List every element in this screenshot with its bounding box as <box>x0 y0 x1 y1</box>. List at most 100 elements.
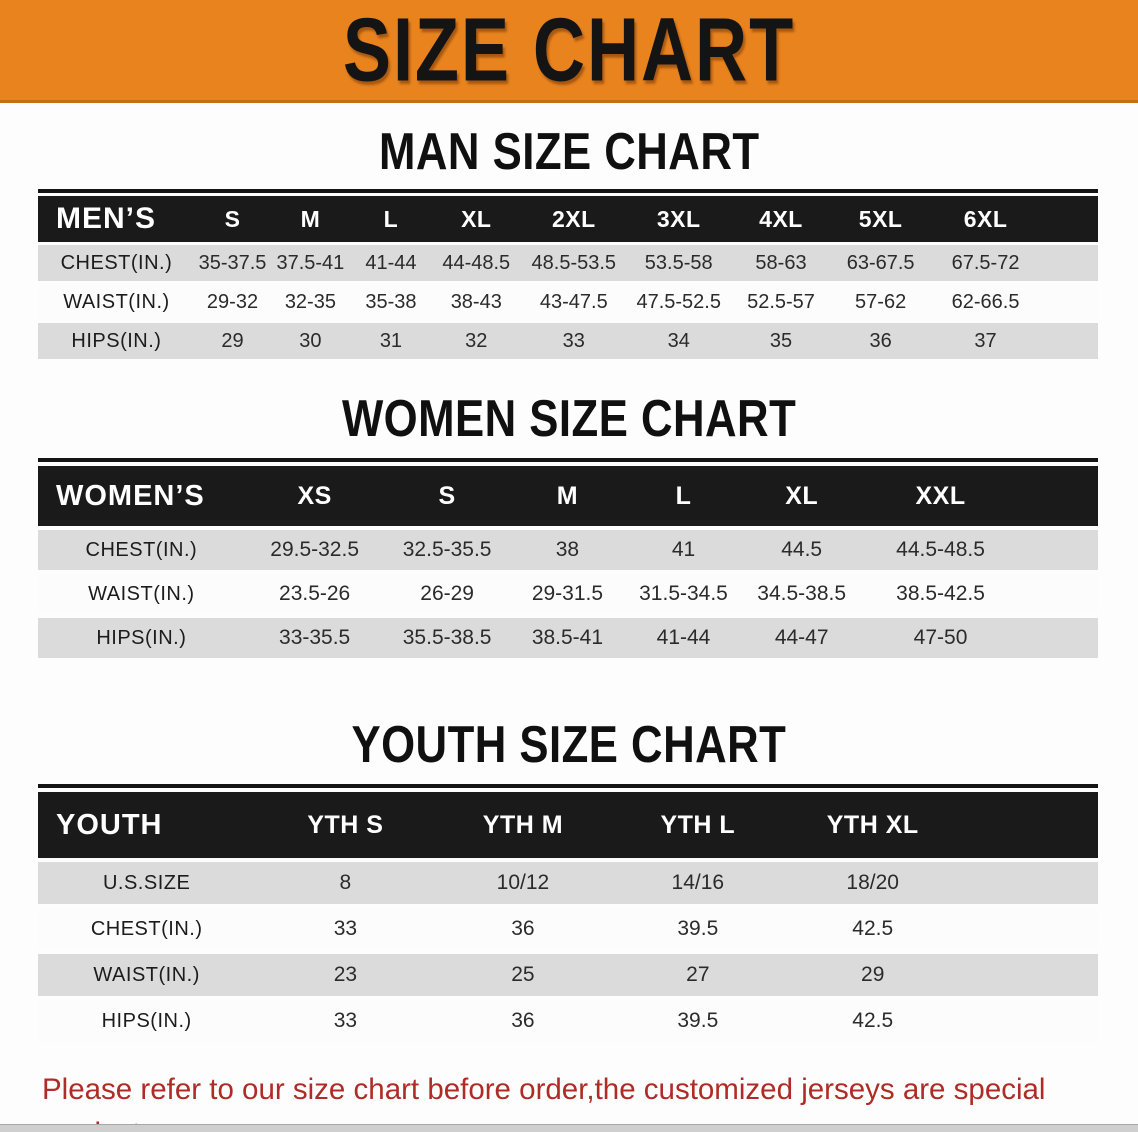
size-value-cell: 44.5 <box>741 530 862 570</box>
size-value-cell: 31.5-34.5 <box>625 574 742 614</box>
size-value-cell: 58-63 <box>731 245 831 281</box>
size-value-cell: 30 <box>270 323 351 359</box>
disclaimer: Please refer to our size chart before or… <box>0 1068 1138 1132</box>
size-value-cell: 36 <box>830 323 931 359</box>
size-value-cell: 32 <box>431 323 522 359</box>
spacer-cell <box>960 1000 1098 1042</box>
size-value-cell: 33 <box>255 908 436 950</box>
row-label: HIPS(IN.) <box>38 1000 256 1042</box>
size-value-cell: 42.5 <box>785 908 961 950</box>
size-column-header: 6XL <box>930 196 1041 242</box>
table-group-label: MEN’S <box>38 196 195 242</box>
size-value-cell: 10/12 <box>435 862 611 904</box>
size-value-cell: 35.5-38.5 <box>384 618 510 658</box>
row-label: CHEST(IN.) <box>38 245 195 281</box>
table-wrap: WOMEN’S XS S M L XL XXL CHEST(IN.) 29.5-32.5 32.5… <box>38 458 1098 662</box>
size-column-header: 5XL <box>830 196 931 242</box>
table-header-row: YOUTH YTH S YTH M YTH L YTH XL <box>38 792 1098 858</box>
size-value-cell: 57-62 <box>830 284 931 320</box>
size-value-cell: 25 <box>435 954 611 996</box>
table-wrap: MEN’S S M L XL 2XL 3XL 4XL 5XL 6XL CHEST(IN.) 35-37… <box>38 189 1098 362</box>
size-column-header: XL <box>431 196 522 242</box>
row-label: WAIST(IN.) <box>38 574 245 614</box>
size-value-cell: 36 <box>435 1000 611 1042</box>
size-value-cell: 44.5-48.5 <box>861 530 1020 570</box>
table-row: HIPS(IN.) 29 30 31 32 33 34 35 36 37 <box>38 323 1098 359</box>
size-value-cell: 14/16 <box>610 862 786 904</box>
banner-title: SIZE CHART <box>342 0 796 101</box>
size-column-header: L <box>625 466 742 526</box>
size-value-cell: 38.5-42.5 <box>861 574 1020 614</box>
size-value-cell: 37 <box>930 323 1041 359</box>
size-column-header: YTH M <box>435 792 611 858</box>
table-row: HIPS(IN.) 33 36 39.5 42.5 <box>38 1000 1098 1042</box>
size-table: WOMEN’S XS S M L XL XXL CHEST(IN.) 29.5-32.5 32.5… <box>38 462 1098 662</box>
spacer-cell <box>960 792 1098 858</box>
section-MEN’S: MAN SIZE CHART MEN’S S M L XL 2XL 3XL 4XL 5XL 6XL C… <box>0 121 1138 362</box>
size-value-cell: 35-37.5 <box>194 245 271 281</box>
section-YOUTH: YOUTH SIZE CHART YOUTH YTH S YTH M YTH L YTH … <box>0 715 1138 1046</box>
size-value-cell: 29 <box>194 323 271 359</box>
table-header-row: WOMEN’S XS S M L XL XXL <box>38 466 1098 526</box>
section-heading: MAN SIZE CHART <box>378 121 760 181</box>
size-value-cell: 37.5-41 <box>270 245 351 281</box>
size-column-header: 4XL <box>731 196 831 242</box>
size-value-cell: 29.5-32.5 <box>244 530 385 570</box>
size-column-header: S <box>384 466 510 526</box>
size-value-cell: 43-47.5 <box>521 284 627 320</box>
banner: SIZE CHART <box>0 0 1138 103</box>
table-topline <box>38 189 1098 193</box>
row-label: HIPS(IN.) <box>38 323 195 359</box>
row-label: WAIST(IN.) <box>38 954 256 996</box>
size-value-cell: 39.5 <box>610 908 786 950</box>
spacer-cell <box>960 908 1098 950</box>
size-value-cell: 39.5 <box>610 1000 786 1042</box>
size-value-cell: 35 <box>731 323 831 359</box>
size-value-cell: 42.5 <box>785 1000 961 1042</box>
size-value-cell: 41 <box>625 530 742 570</box>
table-wrap: YOUTH YTH S YTH M YTH L YTH XL U.S.SIZE 8 10/12… <box>38 784 1098 1046</box>
section-WOMEN’S: WOMEN SIZE CHART WOMEN’S XS S M L XL XXL CHEST(I… <box>0 388 1138 662</box>
size-column-header: YTH XL <box>785 792 961 858</box>
size-value-cell: 32.5-35.5 <box>384 530 510 570</box>
section-heading: WOMEN SIZE CHART <box>341 388 797 448</box>
spacer-cell <box>1019 574 1098 614</box>
size-table: YOUTH YTH S YTH M YTH L YTH XL U.S.SIZE 8 10/12… <box>38 788 1098 1046</box>
size-value-cell: 44-47 <box>741 618 862 658</box>
size-value-cell: 35-38 <box>350 284 432 320</box>
row-label: HIPS(IN.) <box>38 618 245 658</box>
size-value-cell: 29-32 <box>194 284 271 320</box>
size-value-cell: 34 <box>626 323 732 359</box>
spacer-cell <box>1019 466 1098 526</box>
size-column-header: XS <box>244 466 385 526</box>
spacer-cell <box>1019 618 1098 658</box>
size-chart-sections: MAN SIZE CHART MEN’S S M L XL 2XL 3XL 4XL 5XL 6XL C… <box>0 121 1138 1046</box>
size-value-cell: 36 <box>435 908 611 950</box>
spacer-cell <box>1040 284 1098 320</box>
size-value-cell: 48.5-53.5 <box>521 245 627 281</box>
size-value-cell: 38.5-41 <box>509 618 626 658</box>
spacer-cell <box>1019 530 1098 570</box>
table-header-row: MEN’S S M L XL 2XL 3XL 4XL 5XL 6XL <box>38 196 1098 242</box>
table-row: U.S.SIZE 8 10/12 14/16 18/20 <box>38 862 1098 904</box>
table-topline <box>38 784 1098 788</box>
size-value-cell: 47.5-52.5 <box>626 284 732 320</box>
size-value-cell: 52.5-57 <box>731 284 831 320</box>
size-column-header: S <box>194 196 271 242</box>
size-column-header: XL <box>741 466 862 526</box>
disclaimer-line1: Please refer to our size chart before or… <box>42 1073 1046 1132</box>
row-label: U.S.SIZE <box>38 862 256 904</box>
size-column-header: YTH L <box>610 792 786 858</box>
row-label: WAIST(IN.) <box>38 284 195 320</box>
size-column-header: M <box>509 466 626 526</box>
size-column-header: M <box>270 196 351 242</box>
table-row: HIPS(IN.) 33-35.5 35.5-38.5 38.5-41 41-44 44-… <box>38 618 1098 658</box>
size-value-cell: 33-35.5 <box>244 618 385 658</box>
size-value-cell: 23 <box>255 954 436 996</box>
table-topline <box>38 458 1098 462</box>
spacer-cell <box>960 954 1098 996</box>
size-value-cell: 63-67.5 <box>830 245 931 281</box>
size-value-cell: 34.5-38.5 <box>741 574 862 614</box>
size-value-cell: 32-35 <box>270 284 351 320</box>
row-label: CHEST(IN.) <box>38 530 245 570</box>
